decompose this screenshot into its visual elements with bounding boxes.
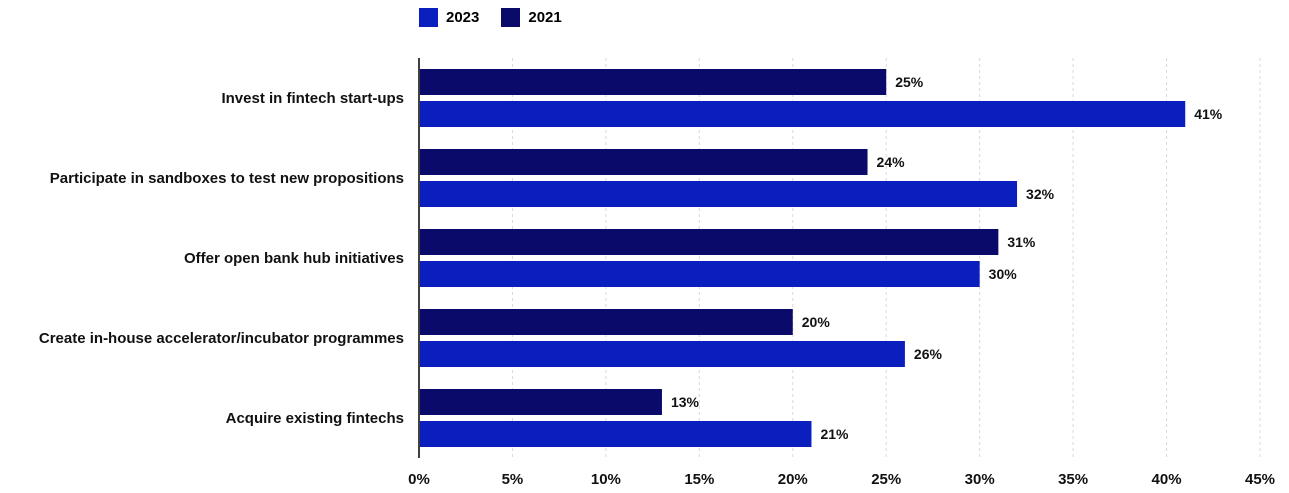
category-label: Create in-house accelerator/incubator pr… <box>39 330 404 347</box>
data-label-2021: 24% <box>877 154 906 170</box>
bar-2023 <box>420 101 1186 127</box>
category-label: Invest in fintech start-ups <box>221 90 404 107</box>
category-label: Acquire existing fintechs <box>226 410 404 427</box>
x-tick-label: 5% <box>502 471 524 488</box>
x-tick-label: 35% <box>1058 471 1088 488</box>
bar-2023 <box>420 421 812 447</box>
bar-2023 <box>420 261 980 287</box>
data-label-2023: 32% <box>1026 186 1055 202</box>
legend-item-2021: 2021 <box>501 8 562 27</box>
data-label-2023: 30% <box>989 266 1018 282</box>
x-tick-label: 0% <box>408 471 430 488</box>
bar-2023 <box>420 181 1018 207</box>
data-label-2023: 21% <box>820 426 849 442</box>
bar-2021 <box>420 389 662 415</box>
legend-swatch-2023 <box>419 8 438 27</box>
x-tick-label: 45% <box>1245 471 1275 488</box>
bar-2021 <box>420 309 793 335</box>
data-label-2023: 26% <box>914 346 943 362</box>
legend-item-2023: 2023 <box>419 8 479 27</box>
data-label-2023: 41% <box>1194 106 1223 122</box>
x-tick-label: 30% <box>965 471 995 488</box>
x-tick-label: 40% <box>1152 471 1182 488</box>
bar-2021 <box>420 229 999 255</box>
legend-label-2021: 2021 <box>528 9 562 26</box>
legend: 2023 2021 <box>419 8 562 27</box>
data-label-2021: 13% <box>671 394 700 410</box>
category-label: Offer open bank hub initiatives <box>184 250 404 267</box>
bar-2021 <box>420 149 868 175</box>
data-label-2021: 31% <box>1007 234 1036 250</box>
legend-swatch-2021 <box>501 8 521 27</box>
x-tick-label: 20% <box>778 471 808 488</box>
legend-label-2023: 2023 <box>446 9 480 26</box>
bar-2021 <box>420 69 887 95</box>
data-label-2021: 20% <box>802 314 831 330</box>
category-label: Participate in sandboxes to test new pro… <box>50 170 404 187</box>
data-label-2021: 25% <box>895 74 924 90</box>
bar-2023 <box>420 341 905 367</box>
x-tick-label: 25% <box>871 471 901 488</box>
x-tick-label: 10% <box>591 471 621 488</box>
x-tick-label: 15% <box>684 471 714 488</box>
